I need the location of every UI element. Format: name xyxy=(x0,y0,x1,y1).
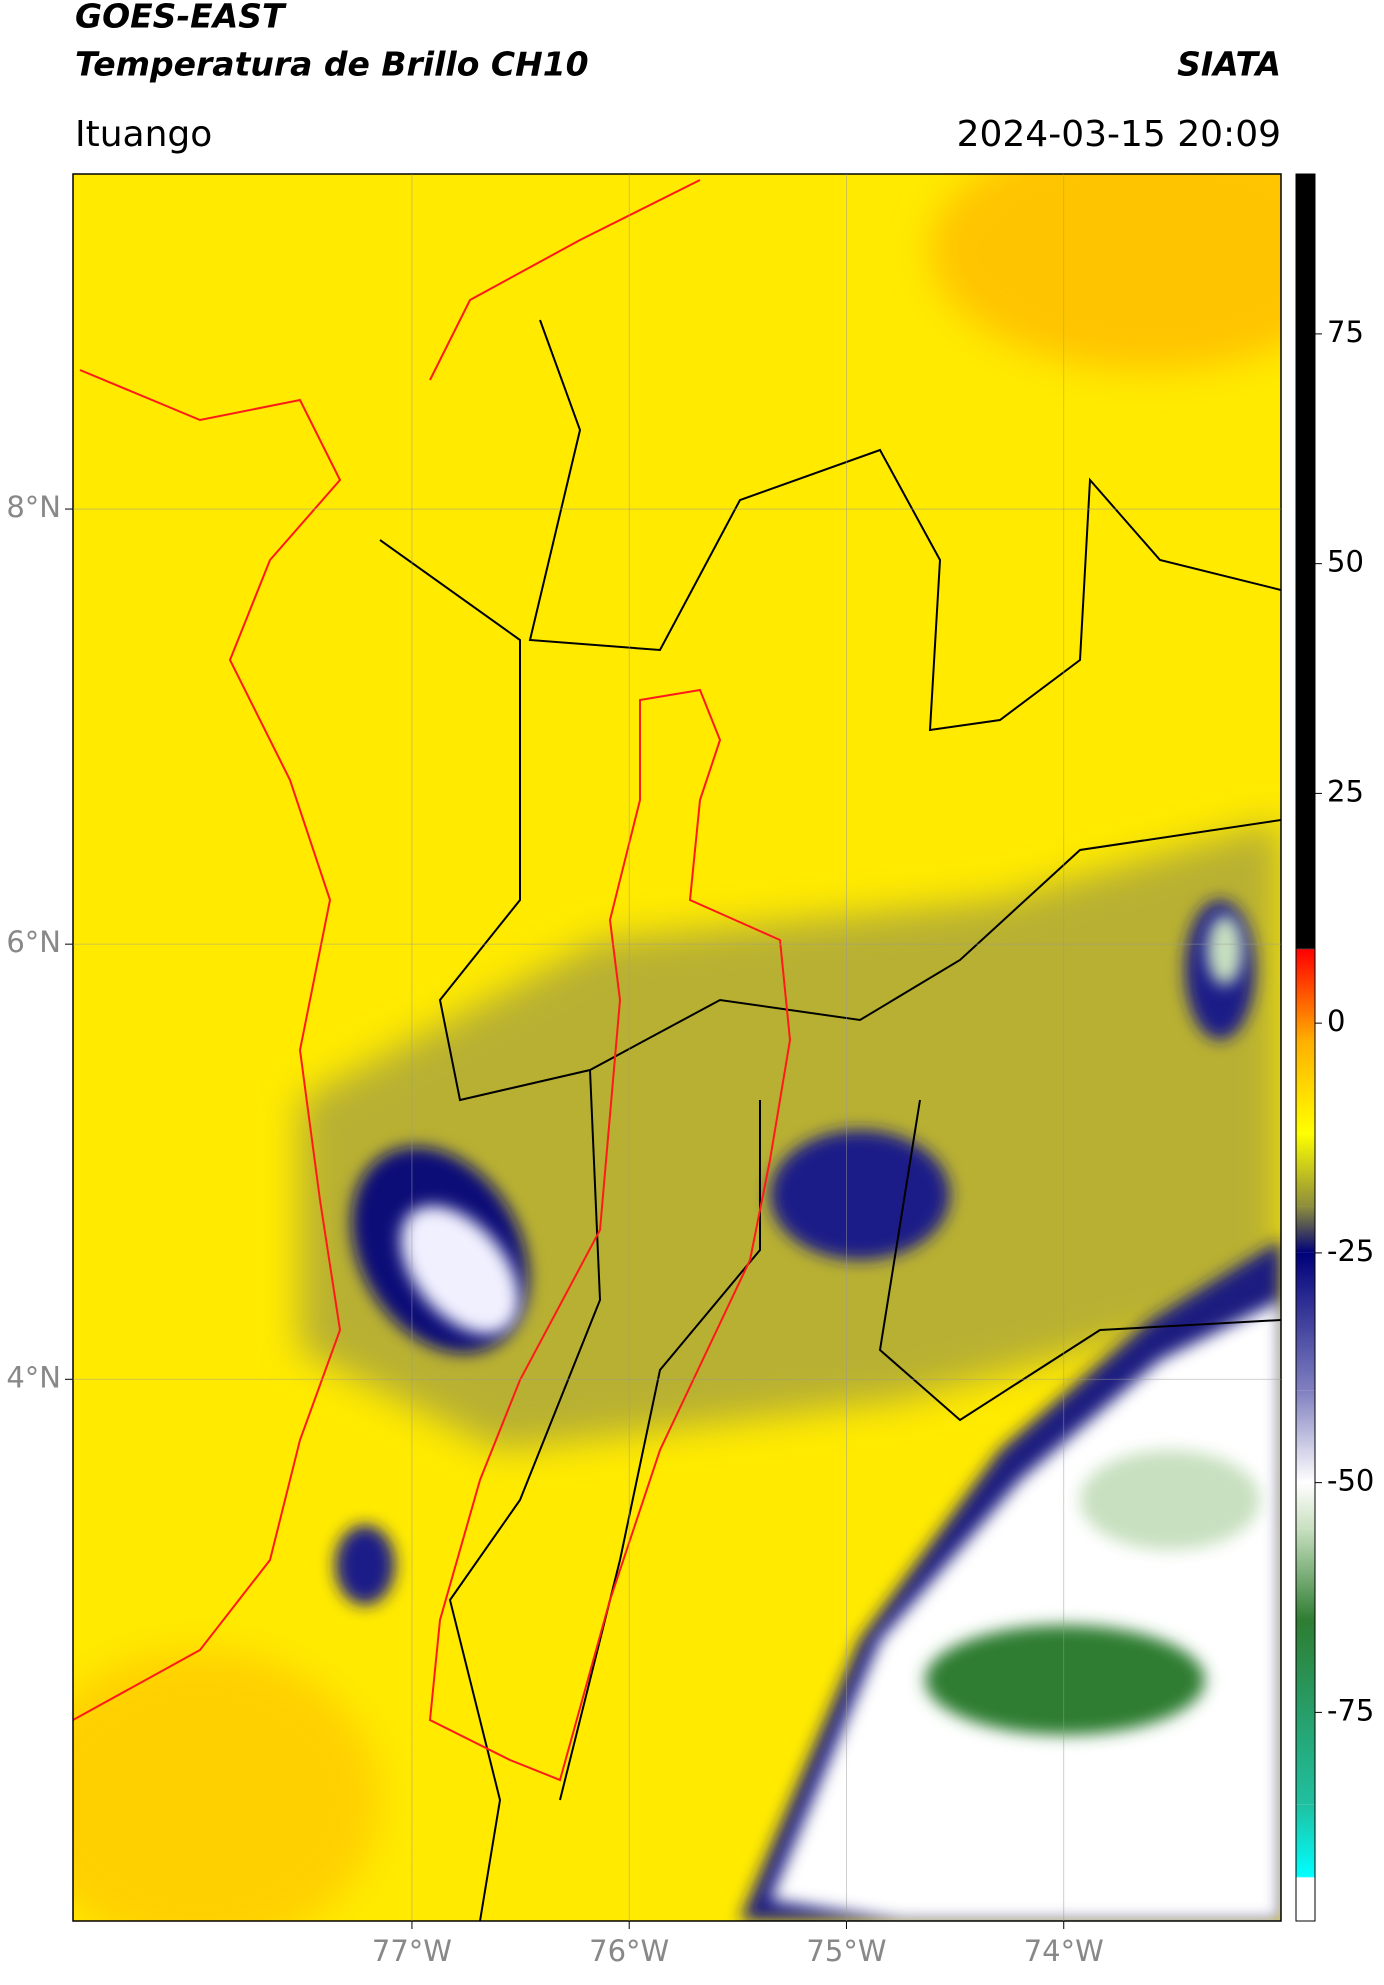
colorbar-segment xyxy=(1296,948,1315,950)
colorbar-tick-label: 75 xyxy=(1327,315,1364,349)
colorbar-tick-label: 50 xyxy=(1327,545,1364,579)
colorbar-segment xyxy=(1296,1876,1315,1878)
datetime: 2024-03-15 20:09 xyxy=(957,114,1281,155)
source: SIATA xyxy=(1177,45,1281,84)
x-tick-label: 75°W xyxy=(806,1934,886,1968)
satellite-image xyxy=(73,174,1281,1921)
x-tick-label: 74°W xyxy=(1024,1934,1104,1968)
colorbar-tick-label: -50 xyxy=(1327,1464,1374,1498)
y-tick-label: 4°N xyxy=(6,1360,61,1394)
colorbar-segment xyxy=(1296,1620,1315,1805)
map-frame xyxy=(72,173,1282,1922)
colorbar-segment xyxy=(1296,949,1315,1042)
title: GOES-EAST xyxy=(75,0,287,36)
colorbar-segment xyxy=(1296,1390,1315,1483)
colorbar-segment xyxy=(1296,1252,1315,1391)
colorbar-tick-label: 0 xyxy=(1327,1004,1345,1038)
colorbar-segment xyxy=(1296,1133,1315,1207)
subtitle: Temperatura de Brillo CH10 xyxy=(75,45,589,84)
colorbar-tick-label: -25 xyxy=(1327,1234,1374,1268)
colorbar-segment xyxy=(1296,1804,1315,1877)
colorbar-segment xyxy=(1296,174,1315,949)
x-tick-label: 77°W xyxy=(372,1934,452,1968)
location: Ituango xyxy=(75,114,212,155)
colorbar-segment xyxy=(1296,1206,1315,1253)
colorbar-segment xyxy=(1296,1528,1315,1621)
colorbar-tick-label: -75 xyxy=(1327,1693,1374,1727)
colorbar-frame xyxy=(1295,173,1316,1922)
y-tick-label: 8°N xyxy=(6,490,61,524)
colorbar-segment xyxy=(1296,1877,1315,1921)
colorbar-segment xyxy=(1296,1482,1315,1529)
colorbar-segment xyxy=(1296,1041,1315,1134)
colorbar-tick-label: 25 xyxy=(1327,774,1364,808)
y-tick-label: 6°N xyxy=(6,925,61,959)
x-tick-label: 76°W xyxy=(589,1934,669,1968)
